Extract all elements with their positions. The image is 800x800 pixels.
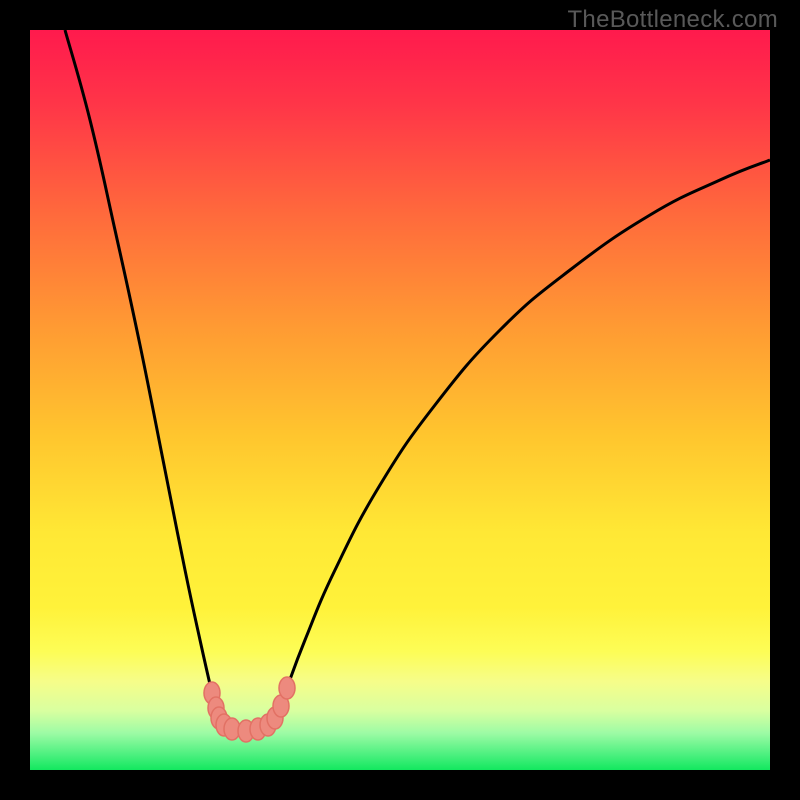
watermark-text: TheBottleneck.com xyxy=(567,6,778,34)
canvas: TheBottleneck.com xyxy=(0,0,800,800)
gradient-background xyxy=(30,30,770,770)
bottleneck-chart xyxy=(0,0,800,800)
data-marker xyxy=(279,677,295,699)
